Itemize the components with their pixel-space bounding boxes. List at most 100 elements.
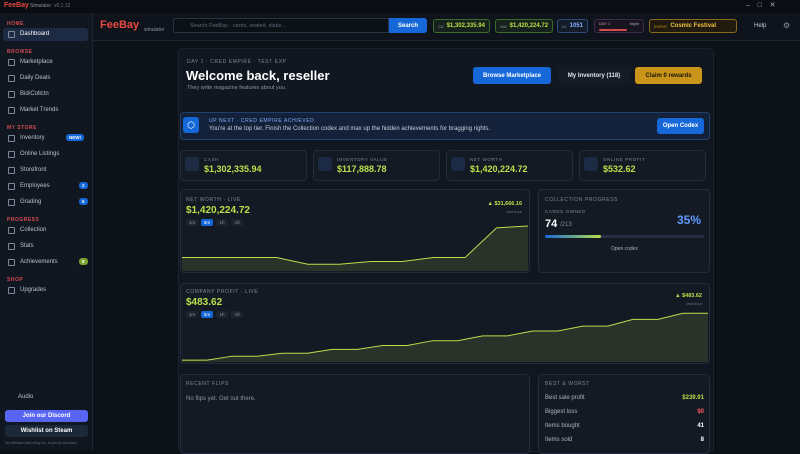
bw-value: $239.91 [682,395,704,401]
help[interactable]: Help [754,23,767,29]
logo-sub: simulator [144,27,165,33]
inventory-button[interactable]: My Inventory (118) [557,67,631,84]
tab[interactable]: 5m [201,311,213,318]
collection-track [545,235,704,238]
bw-value: 8 [700,437,704,443]
recent-title: RECENT FLIPS [186,381,229,387]
tab[interactable]: 1m [186,219,198,226]
section-title: HOME [7,21,24,27]
cash: $1,302,335.94 [446,23,485,29]
chart-value: $1,420,224.72 [186,205,250,216]
section-title: PROGRESS [7,217,40,223]
banner-label: UP NEXT · CRED EMPIRE ACHIEVED [209,118,315,124]
nav-item[interactable]: Market Trends [20,107,59,113]
tab[interactable]: 1m [186,311,198,318]
cash-label: CA [438,23,444,29]
nav-item[interactable]: Stats [20,243,34,249]
search-input[interactable] [173,18,389,33]
nav-item[interactable]: Marketplace [20,59,53,65]
window-controls[interactable]: – □ ✕ [746,2,776,9]
nav-icon [8,151,15,158]
chart-change-note: last hour [686,301,702,306]
chart-area [182,313,708,362]
nav-icon [8,107,15,114]
nav-item[interactable]: Dashboard [20,31,50,37]
discord-button[interactable]: Join our Discord [5,410,88,422]
nav-item[interactable]: Inventory [20,135,45,141]
nav-item[interactable]: Bid/Collctn [20,91,49,97]
tab[interactable]: All [231,311,243,318]
steam-button[interactable]: Wishlist on Steam [5,425,88,437]
cash-pill: CA $1,302,335.94 [433,19,490,33]
stat-label: CASH [204,157,219,162]
nav-icon [8,183,15,190]
nav-badge: 8 [79,258,88,265]
claim-button[interactable]: Claim 0 rewards [635,67,702,84]
day-pill: DAY 1 Night [594,19,644,33]
tab[interactable]: 5m [201,219,213,226]
best-worst-panel [538,374,710,454]
bw-label: Biggest loss [545,409,578,415]
chart-title: NET WORTH · LIVE [186,197,241,203]
stat-card [446,150,573,181]
nav-icon [8,135,15,142]
day-phase: Night [629,21,639,26]
nav-icon [8,199,15,206]
stat-label: INVENTORY VALUE [337,157,388,162]
stat-value: $1,420,224.72 [470,164,528,174]
nav-item[interactable]: Collection [20,227,47,233]
tab[interactable]: All [231,219,243,226]
nav-icon [8,259,15,266]
settings-icon[interactable]: ⚙ [783,21,791,30]
welcome-subtitle: They write magazine features about you. [187,85,287,91]
chart-change: ▲ $483.62 [675,293,702,299]
stat-card [180,150,307,181]
search-button[interactable]: Search [389,18,427,33]
welcome-title: Welcome back, reseller [186,68,330,83]
stat-icon [185,157,199,171]
search-placeholder: Search FeeBay - cards, sealed, slabs... [190,23,286,29]
stat-value: $117,888.78 [337,164,387,174]
level: 1051 [569,23,583,29]
stat-icon [584,157,598,171]
logo[interactable]: FeeBay [100,19,140,31]
nav-icon [8,227,15,234]
nav-item[interactable]: Achievements [20,259,58,265]
nav-item[interactable]: Upgrades [20,287,47,293]
audio-item[interactable]: Audio [18,394,34,400]
section-title: BROWSE [7,49,33,55]
nav-icon [8,31,15,38]
chart-value: $483.62 [186,297,223,308]
chart-area [182,225,528,271]
nav-item[interactable]: Online Listings [20,151,60,157]
nav-icon [8,243,15,250]
nav-item[interactable]: Employees [20,183,50,189]
event-pill[interactable]: EVENT Cosmic Festival [649,19,737,33]
open-codex-link[interactable]: Open codex [611,246,638,252]
open-codex-button[interactable]: Open Codex [657,118,704,134]
browse-button[interactable]: Browse Marketplace [473,67,551,84]
nav-item[interactable]: Storefront [20,167,47,173]
window-title: FeeBay [4,2,29,9]
day-progress [599,29,627,31]
bw-label: Items bought [545,423,580,429]
collection-percent: 35% [677,213,702,227]
collection-label: CARDS OWNED [545,209,586,214]
chart-line [182,312,708,361]
tab[interactable]: 1h [216,311,228,318]
cards-owned: 74 [545,218,558,230]
banner-icon: ⬡ [183,117,199,133]
stat-card [579,150,706,181]
nav-item[interactable]: Grading [20,199,42,205]
nav-badge: 5 [79,198,88,205]
sidebar [0,13,93,450]
event-label: EVENT [654,23,668,29]
nav-item[interactable]: Daily Deals [20,75,51,81]
stat-label: ONLINE PROFIT [603,157,646,162]
banner-text: You're at the top tier. Finish the Colle… [209,126,491,132]
tab[interactable]: 1h [216,219,228,226]
event: Cosmic Festival [670,23,717,29]
title-bar [0,0,800,13]
